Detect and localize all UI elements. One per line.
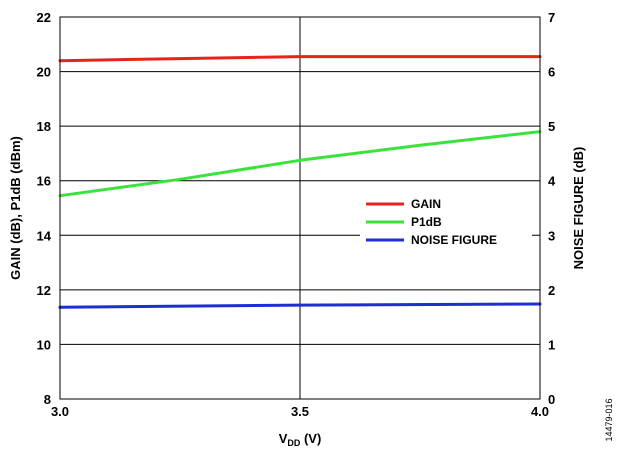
y-tick-label-left: 14 [37,228,52,243]
plot-frame [59,16,541,400]
y-tick-label-left: 18 [37,119,51,134]
y-tick-label-right: 7 [548,10,555,25]
y-axis-label-right: NOISE FIGURE (dB) [571,147,586,270]
y-tick-label-left: 8 [44,392,51,407]
y-tick-label-right: 1 [548,337,555,352]
y-tick-label-right: 2 [548,283,555,298]
series-line-noise-figure [58,302,542,309]
x-tick-label: 3.5 [291,404,309,419]
x-tick-label: 4.0 [531,404,549,419]
legend-label-noise-figure: NOISE FIGURE [411,233,497,247]
y-tick-label-left: 20 [37,65,51,80]
x-axis-label-unit: (V) [300,431,321,446]
x-axis-label-main: V [279,431,288,446]
y-tick-label-right: 6 [548,65,555,80]
y-tick-label-left: 22 [37,10,51,25]
x-tick-label: 3.0 [51,404,69,419]
y-tick-label-left: 10 [37,337,51,352]
y-tick-label-left: 16 [37,174,51,189]
y-tick-label-right: 0 [548,392,555,407]
grid-lines [60,17,540,399]
y-tick-label-right: 5 [548,119,555,134]
x-axis-label-subscript: DD [287,438,300,448]
y-axis-label-left: GAIN (dB), P1dB (dBm) [8,136,23,280]
x-axis-label: VDD (V) [279,431,322,448]
series-lines [58,55,542,309]
legend: GAIN P1dB NOISE FIGURE [360,192,532,250]
y-tick-label-right: 3 [548,228,555,243]
series-line-p1db [58,130,542,198]
y-tick-label-left: 12 [37,283,51,298]
series-line-gain [58,55,542,63]
legend-label-p1db: P1dB [411,215,442,229]
y-tick-label-right: 4 [548,174,556,189]
figure-id: 14479-016 [604,398,614,441]
legend-label-gain: GAIN [411,197,441,211]
